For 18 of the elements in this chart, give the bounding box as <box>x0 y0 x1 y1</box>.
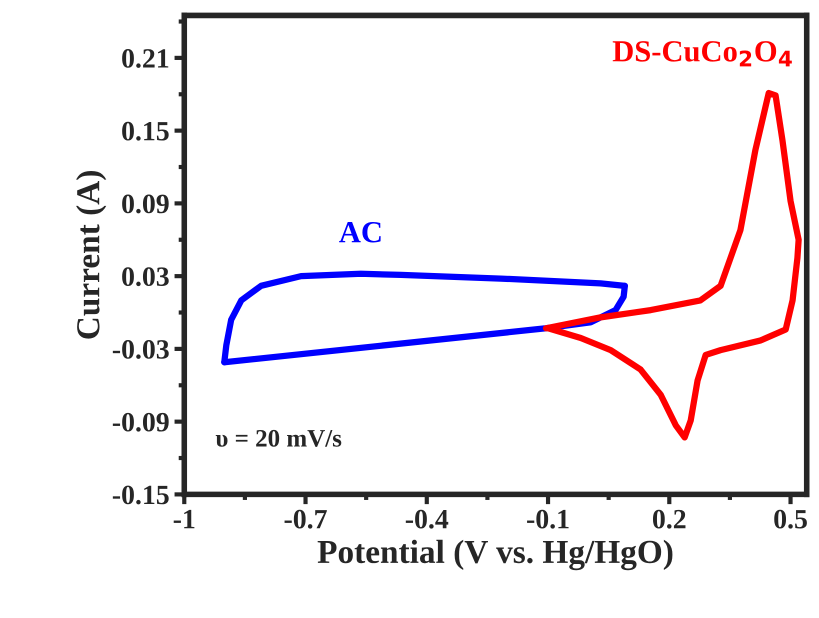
y-tick-label: 0.09 <box>122 194 169 214</box>
x-axis-title: Potential (V vs. Hg/HgO) <box>318 540 672 570</box>
series-label: DS-CuCo$_{2}$O$_{4}$ <box>612 41 792 66</box>
y-tick-label: 0.15 <box>122 122 169 141</box>
x-tick-label: -0.1 <box>527 510 569 529</box>
y-tick-label: -0.09 <box>112 412 169 432</box>
x-tick-label: -1 <box>174 510 194 528</box>
y-tick-label: -0.15 <box>112 486 169 504</box>
y-tick-label: -0.03 <box>112 340 169 359</box>
y-tick-label: 0.03 <box>122 267 169 286</box>
y-axis-title: Current (A) <box>76 171 106 339</box>
x-tick-label: -0.4 <box>406 510 448 529</box>
annotation: υ = 20 mV/s <box>216 430 342 447</box>
x-tick-label: 0.2 <box>652 510 686 529</box>
y-tick-label: 0.21 <box>122 49 168 68</box>
series-label: AC <box>339 222 381 243</box>
x-tick-label: 0.5 <box>774 510 807 529</box>
x-tick-label: -0.7 <box>284 510 327 529</box>
